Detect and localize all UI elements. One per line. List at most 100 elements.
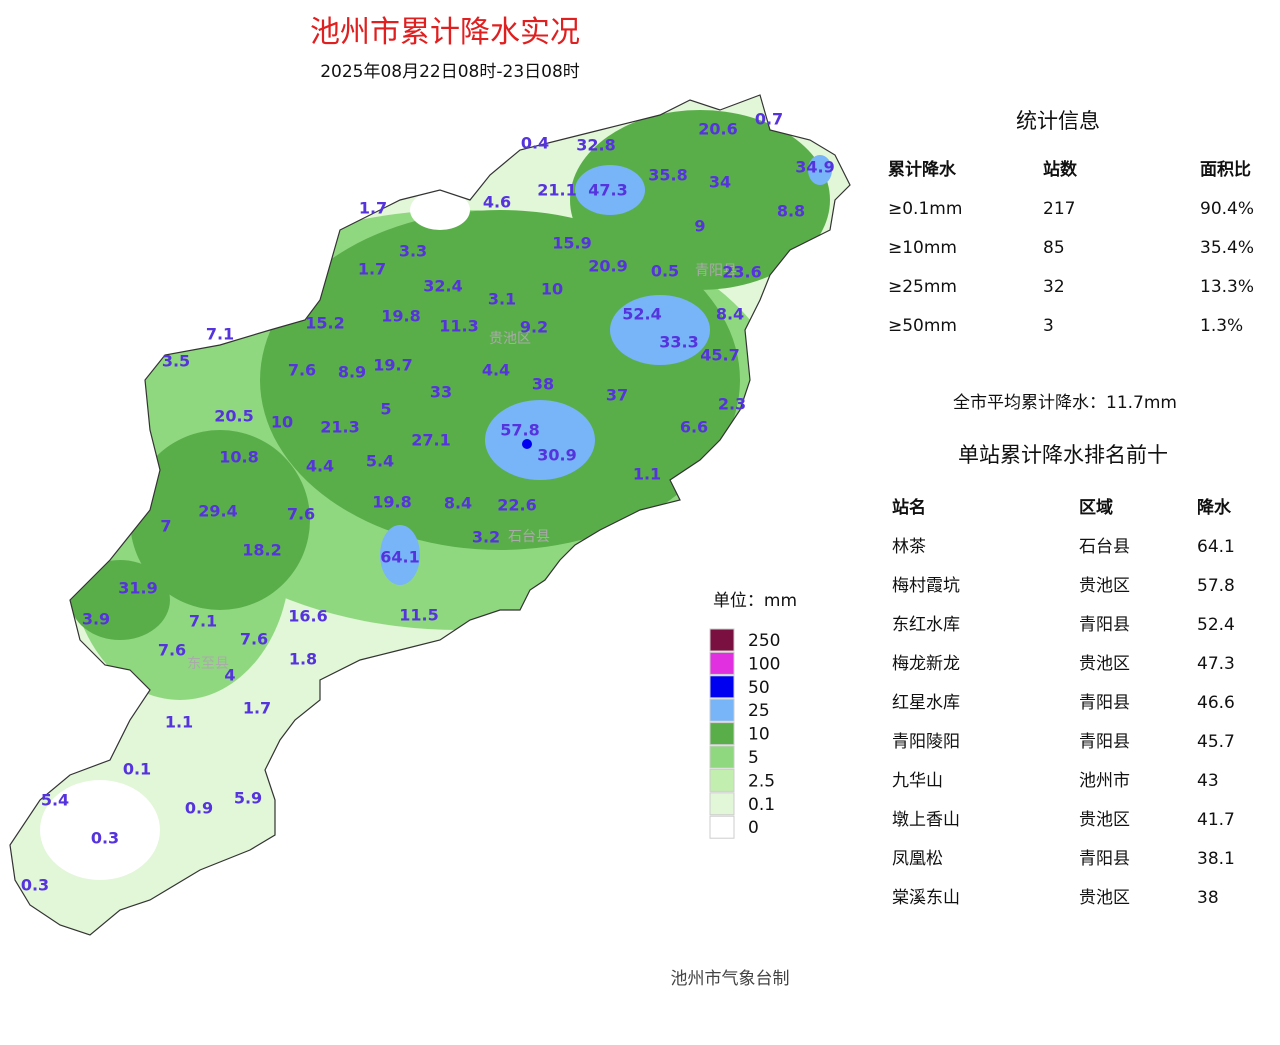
station-value: 34: [709, 173, 731, 192]
table-header: 面积比: [1200, 159, 1251, 180]
table-header: 降水: [1197, 497, 1232, 518]
station-value: 10: [541, 280, 563, 299]
station-value: 33.3: [659, 333, 698, 352]
station-value: 8.4: [716, 305, 744, 324]
legend-label: 100: [748, 654, 780, 674]
station-value: 29.4: [198, 502, 237, 521]
district-label: 青阳县: [695, 263, 737, 279]
table-cell: 64.1: [1197, 537, 1235, 557]
station-value: 32.4: [423, 277, 462, 296]
table-cell: 38.1: [1197, 849, 1235, 869]
station-value: 11.3: [439, 317, 478, 336]
table-header: 站数: [1043, 159, 1078, 180]
table-cell: 青阳县: [1079, 615, 1130, 635]
station-value: 9.2: [520, 318, 548, 337]
subtitle: 2025年08月22日08时-23日08时: [320, 62, 580, 82]
table-cell: 凤凰松: [892, 849, 943, 869]
legend-label: 0.1: [748, 795, 775, 815]
station-value: 7.6: [240, 630, 268, 649]
footer: 池州市气象台制: [671, 969, 790, 989]
station-value: 35.8: [648, 166, 687, 185]
table-cell: 青阳县: [1079, 849, 1130, 869]
legend-swatch: [709, 651, 735, 675]
station-value: 27.1: [411, 431, 450, 450]
station-value: 0.5: [651, 262, 679, 281]
station-value: 5.4: [41, 791, 69, 810]
table-cell: 57.8: [1197, 576, 1235, 596]
station-value: 1.1: [633, 465, 661, 484]
table-cell: 3: [1043, 316, 1054, 336]
legend-swatch: [709, 675, 735, 699]
table-cell: 青阳陵阳: [892, 732, 960, 752]
station-value: 21.3: [320, 418, 359, 437]
table-cell: 石台县: [1079, 537, 1130, 557]
legend-label: 5: [748, 748, 759, 768]
table-cell: 棠溪东山: [892, 888, 960, 908]
station-value: 31.9: [118, 579, 157, 598]
station-value: 7.6: [158, 641, 186, 660]
station-value: 15.2: [305, 314, 344, 333]
station-value: 4: [224, 666, 235, 685]
table-cell: 林茶: [892, 537, 926, 557]
legend-label: 250: [748, 631, 780, 651]
station-value: 8.8: [777, 202, 805, 221]
station-value: 1.7: [358, 260, 386, 279]
station-value: 33: [430, 383, 452, 402]
table-cell: ≥50mm: [888, 316, 957, 336]
station-value: 52.4: [622, 305, 661, 324]
district-label: 贵池区: [489, 331, 531, 347]
table-cell: 38: [1197, 888, 1219, 908]
station-value: 20.5: [214, 407, 253, 426]
table-cell: 217: [1043, 199, 1075, 219]
table-cell: 32: [1043, 277, 1065, 297]
station-value: 9: [694, 217, 705, 236]
table-header: 累计降水: [888, 159, 957, 180]
station-value: 7.6: [288, 361, 316, 380]
station-value: 18.2: [242, 541, 281, 560]
legend-swatch: [709, 815, 735, 839]
district-label: 东至县: [187, 656, 229, 672]
legend-label: 10: [748, 725, 770, 745]
legend-label: 0: [748, 818, 759, 838]
table-cell: 青阳县: [1079, 693, 1130, 713]
station-value: 6.6: [680, 418, 708, 437]
table-cell: ≥10mm: [888, 238, 957, 258]
station-value: 3.3: [399, 242, 427, 261]
table-cell: 35.4%: [1200, 238, 1254, 258]
station-value: 1.8: [289, 650, 317, 669]
station-value: 32.8: [576, 136, 615, 155]
station-value: 8.9: [338, 363, 366, 382]
station-value: 45.7: [700, 346, 739, 365]
district-label: 石台县: [508, 529, 550, 545]
station-value: 0.4: [521, 134, 549, 153]
legend-swatch: [709, 698, 735, 722]
station-value: 3.9: [82, 610, 110, 629]
station-value: 3.5: [162, 352, 190, 371]
station-value: 47.3: [588, 181, 627, 200]
legend-label: 25: [748, 701, 770, 721]
table-cell: 梅村霞坑: [892, 576, 960, 596]
station-value: 23.6: [722, 263, 761, 282]
table-cell: 梅龙新龙: [892, 654, 960, 674]
table-cell: 1.3%: [1200, 316, 1243, 336]
table-cell: 贵池区: [1079, 888, 1130, 908]
station-value: 5: [380, 400, 391, 419]
station-value: 0.7: [755, 110, 783, 129]
station-value: 1.7: [243, 699, 271, 718]
table-cell: 46.6: [1197, 693, 1235, 713]
table-cell: 贵池区: [1079, 576, 1130, 596]
table-cell: 45.7: [1197, 732, 1235, 752]
station-value: 10.8: [219, 448, 258, 467]
table-cell: 41.7: [1197, 810, 1235, 830]
station-value: 38: [532, 375, 554, 394]
table-cell: 13.3%: [1200, 277, 1254, 297]
legend-label: 50: [748, 678, 770, 698]
station-value: 0.3: [91, 829, 119, 848]
station-value: 10: [271, 413, 293, 432]
station-value: 21.1: [537, 181, 576, 200]
station-value: 20.6: [698, 120, 737, 139]
ranking-title: 单站累计降水排名前十: [958, 443, 1168, 467]
station-value: 15.9: [552, 234, 591, 253]
table-cell: 52.4: [1197, 615, 1235, 635]
